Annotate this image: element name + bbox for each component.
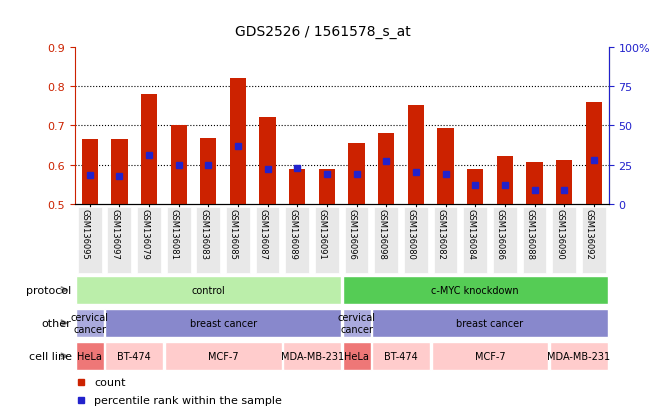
FancyBboxPatch shape (342, 276, 608, 304)
FancyBboxPatch shape (315, 208, 339, 273)
Text: control: control (191, 285, 225, 295)
Text: GSM136097: GSM136097 (111, 209, 119, 259)
Bar (556, 161, 572, 204)
FancyBboxPatch shape (434, 208, 458, 273)
Text: GSM136096: GSM136096 (348, 209, 357, 259)
FancyBboxPatch shape (107, 208, 132, 273)
Text: MDA-MB-231: MDA-MB-231 (547, 351, 611, 361)
Bar (81, 140, 98, 204)
Text: GSM136095: GSM136095 (81, 209, 90, 259)
Text: percentile rank within the sample: percentile rank within the sample (94, 395, 283, 405)
Bar (586, 102, 602, 204)
FancyBboxPatch shape (285, 208, 309, 273)
FancyBboxPatch shape (404, 208, 428, 273)
Bar (408, 106, 424, 204)
Text: GSM136085: GSM136085 (229, 209, 238, 259)
FancyBboxPatch shape (582, 208, 605, 273)
Bar (319, 169, 335, 204)
Text: MCF-7: MCF-7 (475, 351, 505, 361)
Bar (437, 129, 454, 204)
Bar (111, 140, 128, 204)
Bar (260, 118, 276, 204)
Text: MCF-7: MCF-7 (208, 351, 238, 361)
Bar (171, 126, 187, 204)
FancyBboxPatch shape (464, 208, 487, 273)
Text: protocol: protocol (26, 285, 72, 295)
FancyBboxPatch shape (372, 342, 430, 370)
Text: GSM136087: GSM136087 (258, 209, 268, 259)
Text: GSM136080: GSM136080 (407, 209, 416, 259)
Bar (378, 134, 395, 204)
FancyBboxPatch shape (432, 342, 549, 370)
Text: cervical
cancer: cervical cancer (338, 312, 376, 334)
FancyBboxPatch shape (137, 208, 161, 273)
FancyBboxPatch shape (374, 208, 398, 273)
FancyBboxPatch shape (372, 309, 608, 337)
FancyBboxPatch shape (226, 208, 250, 273)
Bar (230, 79, 246, 204)
Text: HeLa: HeLa (77, 351, 102, 361)
FancyBboxPatch shape (105, 342, 163, 370)
Text: other: other (42, 318, 72, 328)
Text: c-MYC knockdown: c-MYC knockdown (432, 285, 519, 295)
FancyBboxPatch shape (76, 276, 341, 304)
Text: breast cancer: breast cancer (456, 318, 523, 328)
FancyBboxPatch shape (550, 342, 608, 370)
FancyBboxPatch shape (283, 342, 341, 370)
Bar (348, 143, 365, 204)
Bar (467, 169, 484, 204)
Text: GSM136091: GSM136091 (318, 209, 327, 259)
Bar (527, 162, 543, 204)
Text: GSM136083: GSM136083 (199, 209, 208, 259)
FancyBboxPatch shape (76, 309, 104, 337)
Bar (497, 156, 513, 204)
Text: GSM136098: GSM136098 (378, 209, 386, 259)
FancyBboxPatch shape (342, 309, 370, 337)
Bar (141, 95, 157, 204)
FancyBboxPatch shape (523, 208, 546, 273)
Text: cervical
cancer: cervical cancer (71, 312, 109, 334)
FancyBboxPatch shape (256, 208, 279, 273)
FancyBboxPatch shape (165, 342, 282, 370)
Text: GSM136081: GSM136081 (170, 209, 178, 259)
Text: GSM136079: GSM136079 (140, 209, 149, 259)
Text: GSM136086: GSM136086 (496, 209, 505, 259)
FancyBboxPatch shape (197, 208, 220, 273)
Text: GSM136092: GSM136092 (585, 209, 594, 259)
Text: GSM136084: GSM136084 (466, 209, 475, 259)
Text: count: count (94, 377, 126, 387)
Text: GSM136088: GSM136088 (525, 209, 534, 259)
Bar (289, 169, 305, 204)
Text: BT-474: BT-474 (117, 351, 151, 361)
Text: BT-474: BT-474 (384, 351, 418, 361)
FancyBboxPatch shape (552, 208, 576, 273)
FancyBboxPatch shape (78, 208, 102, 273)
Text: GSM136089: GSM136089 (288, 209, 298, 259)
Text: GSM136082: GSM136082 (437, 209, 445, 259)
FancyBboxPatch shape (493, 208, 517, 273)
Text: cell line: cell line (29, 351, 72, 361)
Text: HeLa: HeLa (344, 351, 369, 361)
Text: MDA-MB-231: MDA-MB-231 (281, 351, 344, 361)
Bar (200, 138, 217, 204)
FancyBboxPatch shape (167, 208, 191, 273)
Text: GSM136090: GSM136090 (555, 209, 564, 259)
Text: breast cancer: breast cancer (189, 318, 256, 328)
FancyBboxPatch shape (105, 309, 341, 337)
Text: GDS2526 / 1561578_s_at: GDS2526 / 1561578_s_at (235, 25, 411, 39)
FancyBboxPatch shape (76, 342, 104, 370)
FancyBboxPatch shape (345, 208, 368, 273)
FancyBboxPatch shape (342, 342, 370, 370)
